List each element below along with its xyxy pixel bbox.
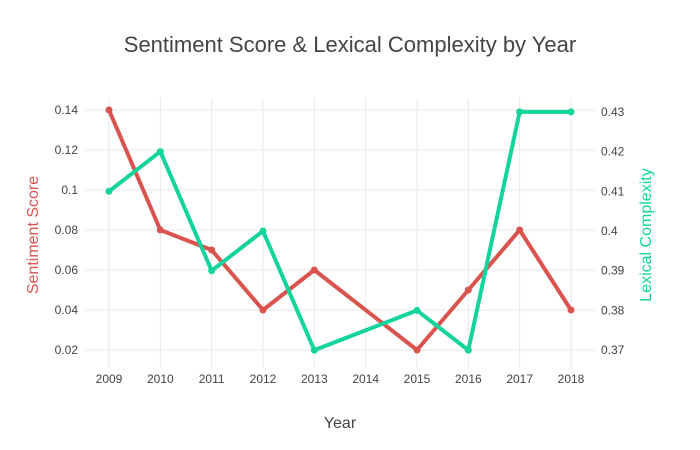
y-left-tick-label: 0.12	[55, 143, 79, 157]
y-axis-right-title: Lexical Complexity	[638, 168, 655, 301]
x-tick-label: 2012	[250, 372, 277, 386]
x-axis-ticks: 2009 2010 2011 2012 2013 2014 2015 2016 2017 2018	[96, 372, 585, 386]
left-axis-ticks: 0.02 0.04 0.06 0.08 0.1 0.12 0.14	[55, 103, 79, 357]
series-2-point	[310, 346, 318, 354]
right-axis-ticks: 0.37 0.38 0.39 0.4 0.41 0.42 0.43	[601, 105, 625, 357]
series-2-point	[105, 187, 113, 195]
y-right-tick-label: 0.41	[601, 184, 625, 198]
series-1-point	[259, 306, 267, 314]
y-right-tick-label: 0.39	[601, 264, 625, 278]
y-right-tick-label: 0.42	[601, 145, 625, 159]
series-2-point	[208, 267, 216, 275]
y-axis-left-title: Sentiment Score	[25, 176, 42, 294]
series-1-point	[516, 226, 524, 234]
series-1-point	[310, 266, 318, 274]
x-tick-label: 2016	[455, 372, 482, 386]
y-right-tick-label: 0.43	[601, 105, 625, 119]
series-1-point	[464, 286, 472, 294]
x-tick-label: 2015	[404, 372, 431, 386]
x-axis-title: Year	[324, 415, 357, 432]
gridlines	[85, 98, 595, 368]
series-1-point	[567, 306, 575, 314]
chart-title: Sentiment Score & Lexical Complexity by …	[124, 32, 576, 57]
x-tick-label: 2011	[199, 372, 225, 386]
y-right-tick-label: 0.4	[601, 224, 618, 238]
series-2-point	[259, 227, 267, 235]
series-1-point	[208, 246, 216, 254]
series-2-point	[516, 108, 524, 116]
x-tick-label: 2009	[96, 372, 123, 386]
series-layer	[105, 106, 575, 354]
x-tick-label: 2017	[506, 372, 533, 386]
x-tick-label: 2014	[352, 372, 379, 386]
series-2-point	[156, 148, 164, 156]
series-2-point	[413, 306, 421, 314]
y-left-tick-label: 0.14	[55, 103, 79, 117]
series-1-point	[413, 346, 421, 354]
y-left-tick-label: 0.08	[55, 223, 79, 237]
series-2-point	[464, 346, 472, 354]
series-1-point	[105, 106, 113, 114]
y-left-tick-label: 0.1	[61, 183, 78, 197]
x-tick-label: 2010	[147, 372, 174, 386]
y-right-tick-label: 0.38	[601, 303, 625, 317]
series-2-line	[107, 109, 573, 353]
y-right-tick-label: 0.37	[601, 343, 625, 357]
series-1-point	[156, 226, 164, 234]
series-2-point	[567, 108, 575, 116]
x-tick-label: 2018	[558, 372, 585, 386]
x-tick-label: 2013	[301, 372, 328, 386]
y-left-tick-label: 0.02	[55, 343, 79, 357]
y-left-tick-label: 0.04	[55, 303, 79, 317]
y-left-tick-label: 0.06	[55, 263, 79, 277]
